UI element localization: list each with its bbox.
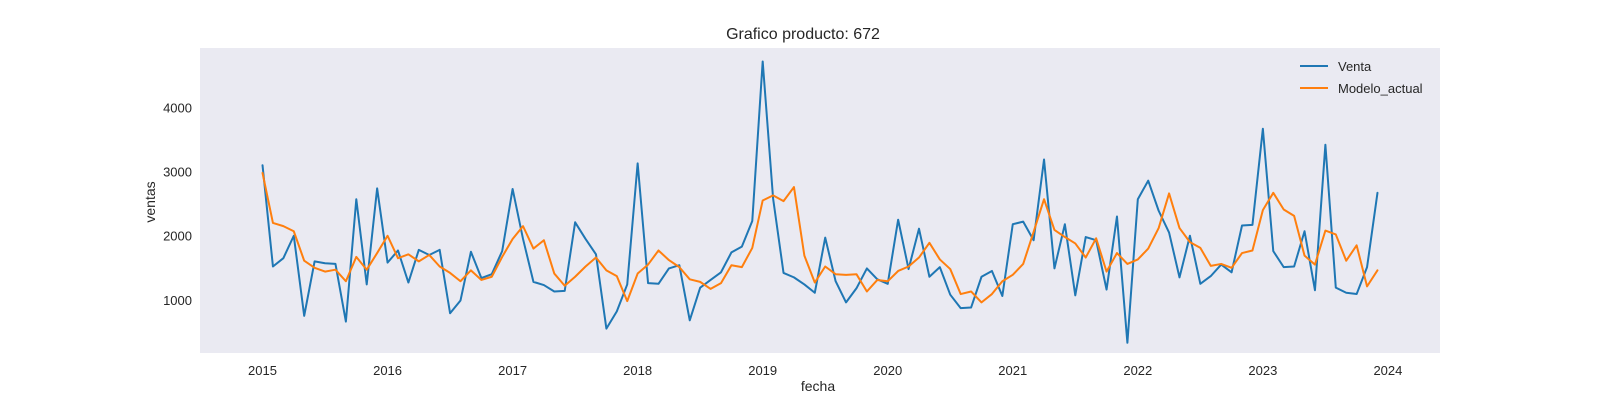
legend: Venta Modelo_actual [1300, 59, 1423, 96]
chart-title: Grafico producto: 672 [726, 26, 880, 43]
x-tick-label: 2024 [1373, 363, 1402, 378]
x-tick-label: 2023 [1248, 363, 1277, 378]
y-axis-label: ventas [142, 181, 158, 222]
x-tick-label: 2017 [498, 363, 527, 378]
x-axis: 2015 2016 2017 2018 2019 2020 2021 2022 2023 2024 [248, 353, 1402, 378]
plot-area [200, 48, 1440, 353]
x-tick-label: 2022 [1123, 363, 1152, 378]
y-tick-label: 2000 [163, 229, 192, 244]
x-tick-label: 2016 [373, 363, 402, 378]
series-line-modelo-actual [261, 171, 1379, 304]
x-tick-label: 2019 [748, 363, 777, 378]
legend-label-venta: Venta [1338, 59, 1372, 74]
y-axis: 1000 2000 3000 4000 [163, 101, 192, 308]
legend-label-modelo-actual: Modelo_actual [1338, 81, 1423, 96]
x-tick-label: 2020 [873, 363, 902, 378]
series-lines [261, 60, 1379, 344]
y-tick-label: 3000 [163, 165, 192, 180]
y-tick-label: 4000 [163, 101, 192, 116]
x-tick-label: 2018 [623, 363, 652, 378]
x-tick-label: 2015 [248, 363, 277, 378]
x-tick-label: 2021 [998, 363, 1027, 378]
x-axis-label: fecha [801, 378, 835, 394]
y-tick-label: 1000 [163, 293, 192, 308]
